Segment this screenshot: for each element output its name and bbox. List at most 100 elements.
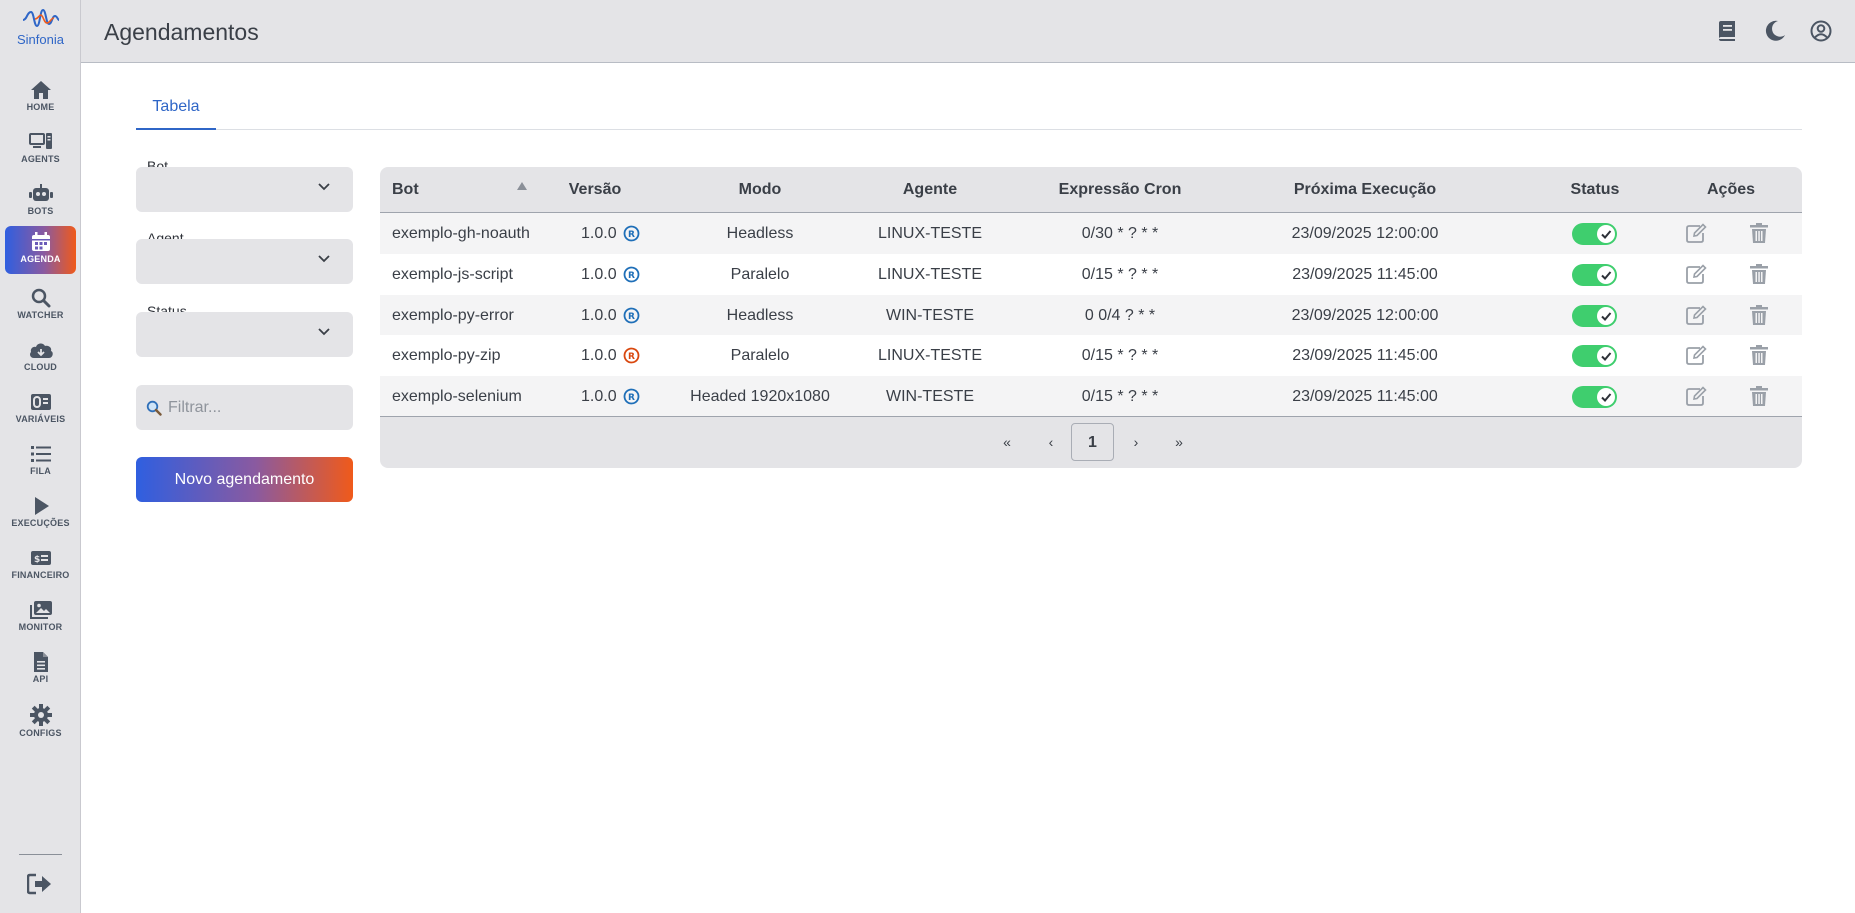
status-toggle[interactable] — [1572, 345, 1617, 367]
status-toggle[interactable] — [1572, 264, 1617, 286]
variables-icon — [30, 394, 51, 410]
page-next-button[interactable]: › — [1133, 434, 1139, 450]
edit-button[interactable] — [1686, 264, 1708, 289]
toggle-knob — [1597, 307, 1615, 325]
logout-button[interactable] — [26, 873, 53, 900]
cell-bot: exemplo-selenium — [392, 388, 522, 405]
sidebar-item-cloud[interactable]: CLOUD — [5, 334, 76, 382]
cell-cron: 0 0/4 ? * * — [1084, 307, 1156, 324]
toggle-knob — [1597, 388, 1615, 406]
column-header-cron[interactable]: Expressão Cron — [1058, 181, 1182, 198]
images-icon — [29, 601, 52, 619]
edit-button[interactable] — [1686, 223, 1708, 248]
search-icon — [31, 288, 50, 308]
new-schedule-button[interactable]: Novo agendamento — [136, 457, 353, 502]
sort-asc-icon[interactable] — [516, 181, 528, 191]
sidebar-item-bots[interactable]: BOTS — [5, 178, 76, 226]
table-row: exemplo-py-error 1.0.0 R Headless WIN-TESTE 0… — [380, 295, 1802, 336]
delete-button[interactable] — [1750, 305, 1768, 331]
check-icon — [1601, 393, 1612, 402]
cell-agente: WIN-TESTE — [886, 388, 974, 405]
delete-button[interactable] — [1750, 264, 1768, 290]
list-icon — [30, 446, 51, 462]
status-toggle[interactable] — [1572, 305, 1617, 327]
toggle-knob — [1597, 225, 1615, 243]
cell-proxima: 23/09/2025 12:00:00 — [1291, 307, 1439, 324]
delete-button[interactable] — [1750, 345, 1768, 371]
column-header-bot[interactable]: Bot — [392, 181, 419, 198]
play-icon — [34, 497, 49, 515]
sidebar-item-label: CLOUD — [24, 362, 57, 372]
page-last-button[interactable]: » — [1175, 434, 1183, 450]
table-header: Bot Versão Modo Agente Expressão Cron Pr… — [380, 167, 1802, 213]
table-row: exemplo-gh-noauth 1.0.0 R Headless LINUX-TES… — [380, 213, 1802, 254]
user-circle-icon — [1810, 20, 1832, 42]
cell-modo: Headless — [726, 307, 794, 324]
sidebar-item-execucoes[interactable]: EXECUÇÕES — [5, 490, 76, 538]
trash-icon — [1750, 345, 1768, 365]
cell-versao: 1.0.0 — [581, 266, 617, 283]
page-prev-button[interactable]: ‹ — [1048, 434, 1054, 450]
page-first-button[interactable]: « — [1003, 434, 1011, 450]
svg-text:$: $ — [34, 555, 40, 565]
file-icon — [33, 652, 48, 672]
edit-button[interactable] — [1686, 386, 1708, 411]
search-input[interactable] — [168, 385, 348, 430]
home-icon — [30, 81, 51, 99]
cell-bot: exemplo-js-script — [392, 266, 513, 283]
edit-button[interactable] — [1686, 345, 1708, 370]
sidebar-item-label: API — [32, 674, 49, 684]
sidebar-item-watcher[interactable]: WATCHER — [5, 282, 76, 330]
docs-button[interactable] — [1717, 20, 1737, 47]
user-menu-button[interactable] — [1810, 20, 1832, 47]
status-toggle[interactable] — [1572, 386, 1617, 408]
registered-icon: R — [623, 347, 640, 364]
edit-button[interactable] — [1686, 305, 1708, 330]
cell-agente: LINUX-TESTE — [877, 225, 982, 242]
column-header-versao[interactable]: Versão — [568, 181, 622, 198]
check-icon — [1601, 312, 1612, 321]
page-current-button[interactable]: 1 — [1071, 423, 1114, 461]
logo[interactable]: Sinfonia — [0, 8, 81, 47]
sidebar: Sinfonia HOME AGENTS BOTS AGENDA WATCHER… — [0, 0, 81, 913]
column-header-status[interactable]: Status — [1570, 181, 1620, 198]
delete-button[interactable] — [1750, 223, 1768, 249]
column-header-proxima[interactable]: Próxima Execução — [1293, 181, 1437, 198]
sidebar-item-home[interactable]: HOME — [5, 74, 76, 122]
status-toggle[interactable] — [1572, 223, 1617, 245]
logo-wave-icon — [22, 8, 59, 28]
cell-modo: Headed 1920x1080 — [690, 388, 830, 405]
schedules-table: Bot Versão Modo Agente Expressão Cron Pr… — [380, 167, 1802, 468]
sidebar-item-monitor[interactable]: MONITOR — [5, 594, 76, 642]
column-header-agente[interactable]: Agente — [902, 181, 958, 198]
sidebar-item-financeiro[interactable]: $ FINANCEIRO — [5, 542, 76, 590]
theme-toggle-button[interactable] — [1764, 20, 1786, 47]
bot-select[interactable] — [136, 167, 353, 212]
book-icon — [1719, 21, 1735, 41]
column-header-modo[interactable]: Modo — [738, 181, 782, 198]
sidebar-item-configs[interactable]: CONFIGS — [5, 698, 76, 746]
sidebar-divider — [19, 854, 62, 855]
tab-tabela[interactable]: Tabela — [136, 88, 216, 130]
cell-versao: 1.0.0 — [581, 307, 617, 324]
cloud-icon — [29, 343, 53, 358]
cell-bot: exemplo-gh-noauth — [392, 225, 530, 242]
delete-button[interactable] — [1750, 386, 1768, 412]
cell-cron: 0/15 * ? * * — [1081, 266, 1159, 283]
sidebar-item-fila[interactable]: FILA — [5, 438, 76, 486]
trash-icon — [1750, 386, 1768, 406]
page-title: Agendamentos — [104, 19, 259, 45]
logo-text: Sinfonia — [17, 32, 64, 47]
chevron-down-icon — [318, 255, 330, 263]
agent-select[interactable] — [136, 239, 353, 284]
sidebar-item-agents[interactable]: AGENTS — [5, 126, 76, 174]
trash-icon — [1750, 305, 1768, 325]
sidebar-item-agenda[interactable]: AGENDA — [5, 226, 76, 274]
sidebar-item-variaveis[interactable]: VARIÁVEIS — [5, 386, 76, 434]
sidebar-item-api[interactable]: API — [5, 646, 76, 694]
status-select[interactable] — [136, 312, 353, 357]
column-header-acoes: Ações — [1706, 181, 1756, 198]
svg-text:R: R — [628, 230, 635, 240]
svg-text:R: R — [628, 352, 635, 362]
toggle-knob — [1597, 266, 1615, 284]
